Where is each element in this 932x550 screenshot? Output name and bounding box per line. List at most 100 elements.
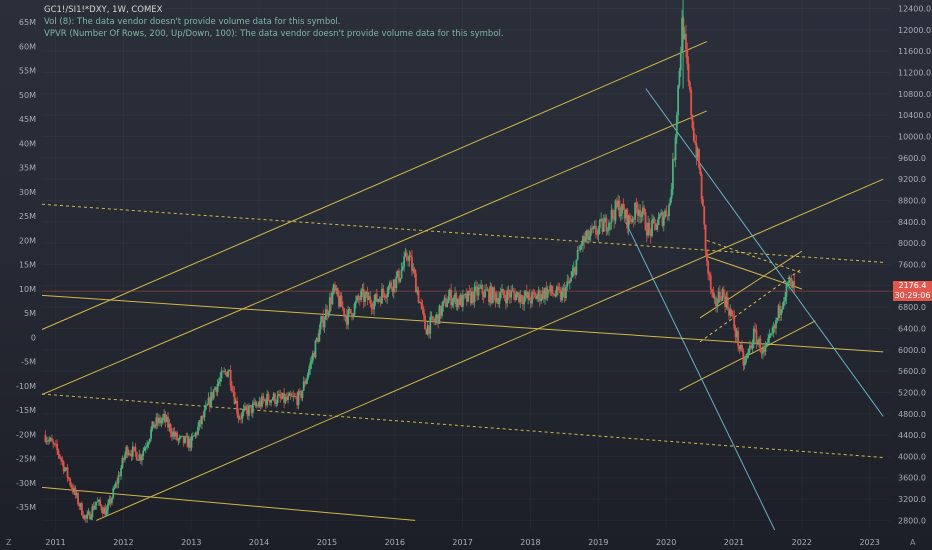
- right-price-axis[interactable]: 12400.0 12000.0 11600.0 11200.0 10800.0 10400…: [898, 5, 931, 526]
- candle-body: [521, 301, 524, 305]
- candle-body: [601, 219, 604, 232]
- candle-body: [45, 440, 48, 442]
- left-volume-axis[interactable]: 65M 60M 55M 50M 45M 40M 35M 30M 25M 20M 15M 10M 5M 0 -…: [16, 18, 36, 512]
- candle-body: [79, 503, 82, 507]
- candle-body: [285, 397, 288, 400]
- candle-body: [198, 420, 201, 427]
- candle-body: [171, 433, 173, 437]
- candle-body: [738, 346, 741, 350]
- candle-body: [289, 393, 292, 397]
- candle-body: [508, 293, 511, 298]
- candle-body: [648, 222, 651, 230]
- candle-body: [159, 417, 162, 424]
- candle-body: [191, 436, 194, 437]
- price-tick-label: 12400.0: [898, 5, 931, 14]
- candle-body: [223, 371, 226, 372]
- candle-body: [581, 236, 584, 246]
- candle-body: [454, 293, 456, 299]
- candle-body: [407, 259, 409, 261]
- candle-body: [118, 475, 121, 477]
- candle-body: [201, 415, 203, 425]
- time-axis[interactable]: 2011 2012 2013 2014 2015 2016 2017 2018 2019 2020…: [45, 538, 879, 547]
- candle-body: [417, 290, 420, 303]
- candle-body: [317, 338, 319, 342]
- candle-body: [155, 417, 158, 426]
- candle-body: [97, 499, 100, 502]
- candle-body: [357, 296, 360, 300]
- candle-body: [404, 252, 407, 257]
- candle-body: [117, 475, 120, 484]
- candle-body: [688, 81, 691, 91]
- candle-body: [571, 271, 574, 278]
- candle-body: [281, 392, 284, 399]
- candle-body: [431, 316, 434, 321]
- candle-body: [683, 33, 686, 39]
- candle-body: [514, 293, 516, 301]
- candle-body: [541, 290, 544, 299]
- candle-body: [415, 273, 417, 293]
- candle-body: [494, 293, 497, 302]
- price-tick-label: 3200.0: [898, 495, 926, 504]
- candle-body: [249, 405, 252, 407]
- candle-body: [632, 219, 635, 220]
- timezone-toggle[interactable]: Z: [6, 538, 12, 547]
- auto-scale-toggle[interactable]: A: [910, 538, 916, 547]
- candle-body: [548, 289, 550, 291]
- volume-tick-label: 5M: [24, 309, 36, 318]
- candle-body: [489, 286, 492, 303]
- vpvr-indicator-note[interactable]: VPVR (Number Of Rows, 200, Up/Down, 100)…: [44, 29, 504, 39]
- candle-body: [463, 294, 466, 296]
- volume-tick-label: -35M: [16, 503, 36, 512]
- candle-body: [67, 477, 70, 479]
- candle-body: [211, 392, 214, 399]
- candle-body: [48, 439, 51, 441]
- candle-body: [536, 296, 539, 300]
- candle-body: [52, 441, 55, 444]
- candle-body: [553, 294, 556, 296]
- candle-body: [241, 411, 244, 419]
- candle-body: [246, 409, 249, 416]
- candle-body: [177, 439, 180, 441]
- candle-body: [792, 281, 794, 288]
- candle-body: [705, 251, 708, 261]
- candle-body: [178, 436, 181, 440]
- candle-body: [505, 297, 507, 304]
- candle-body: [240, 418, 242, 420]
- candle-body: [610, 209, 613, 223]
- candle-body: [433, 320, 436, 322]
- candle-body: [598, 220, 601, 228]
- candle-body: [490, 286, 493, 303]
- candle-body: [760, 351, 763, 354]
- candle-body: [562, 287, 565, 291]
- candle-body: [438, 305, 441, 324]
- candle-body: [354, 300, 357, 304]
- candle-body: [134, 446, 137, 453]
- price-tick-label: 8000.0: [898, 239, 926, 248]
- symbol-title[interactable]: GC1!/SI1!*DXY, 1W, COMEX: [44, 5, 163, 15]
- candle-body: [538, 290, 541, 302]
- candle-body: [600, 219, 603, 221]
- candle-body: [398, 270, 400, 282]
- candle-body: [546, 289, 549, 298]
- candle-body: [652, 218, 655, 221]
- candle-body: [94, 505, 96, 510]
- candle-body: [323, 319, 326, 328]
- candle-body: [388, 282, 391, 287]
- time-tick-label: 2022: [792, 538, 812, 547]
- volume-indicator-note[interactable]: Vol (8): The data vendor doesn't provide…: [44, 17, 341, 27]
- volume-tick-label: -25M: [16, 455, 36, 464]
- candle-body: [186, 436, 189, 448]
- candle-body: [717, 291, 720, 304]
- time-tick-label: 2023: [859, 538, 879, 547]
- candle-body: [430, 316, 433, 318]
- candle-body: [194, 432, 197, 436]
- candle-body: [515, 294, 518, 301]
- candle-body: [392, 279, 395, 292]
- candle-body: [54, 443, 57, 445]
- candle-body: [695, 143, 698, 158]
- candle-body: [360, 290, 363, 300]
- candle-body: [435, 314, 438, 319]
- price-tick-label: 8800.0: [898, 196, 926, 205]
- candle-body: [768, 334, 771, 339]
